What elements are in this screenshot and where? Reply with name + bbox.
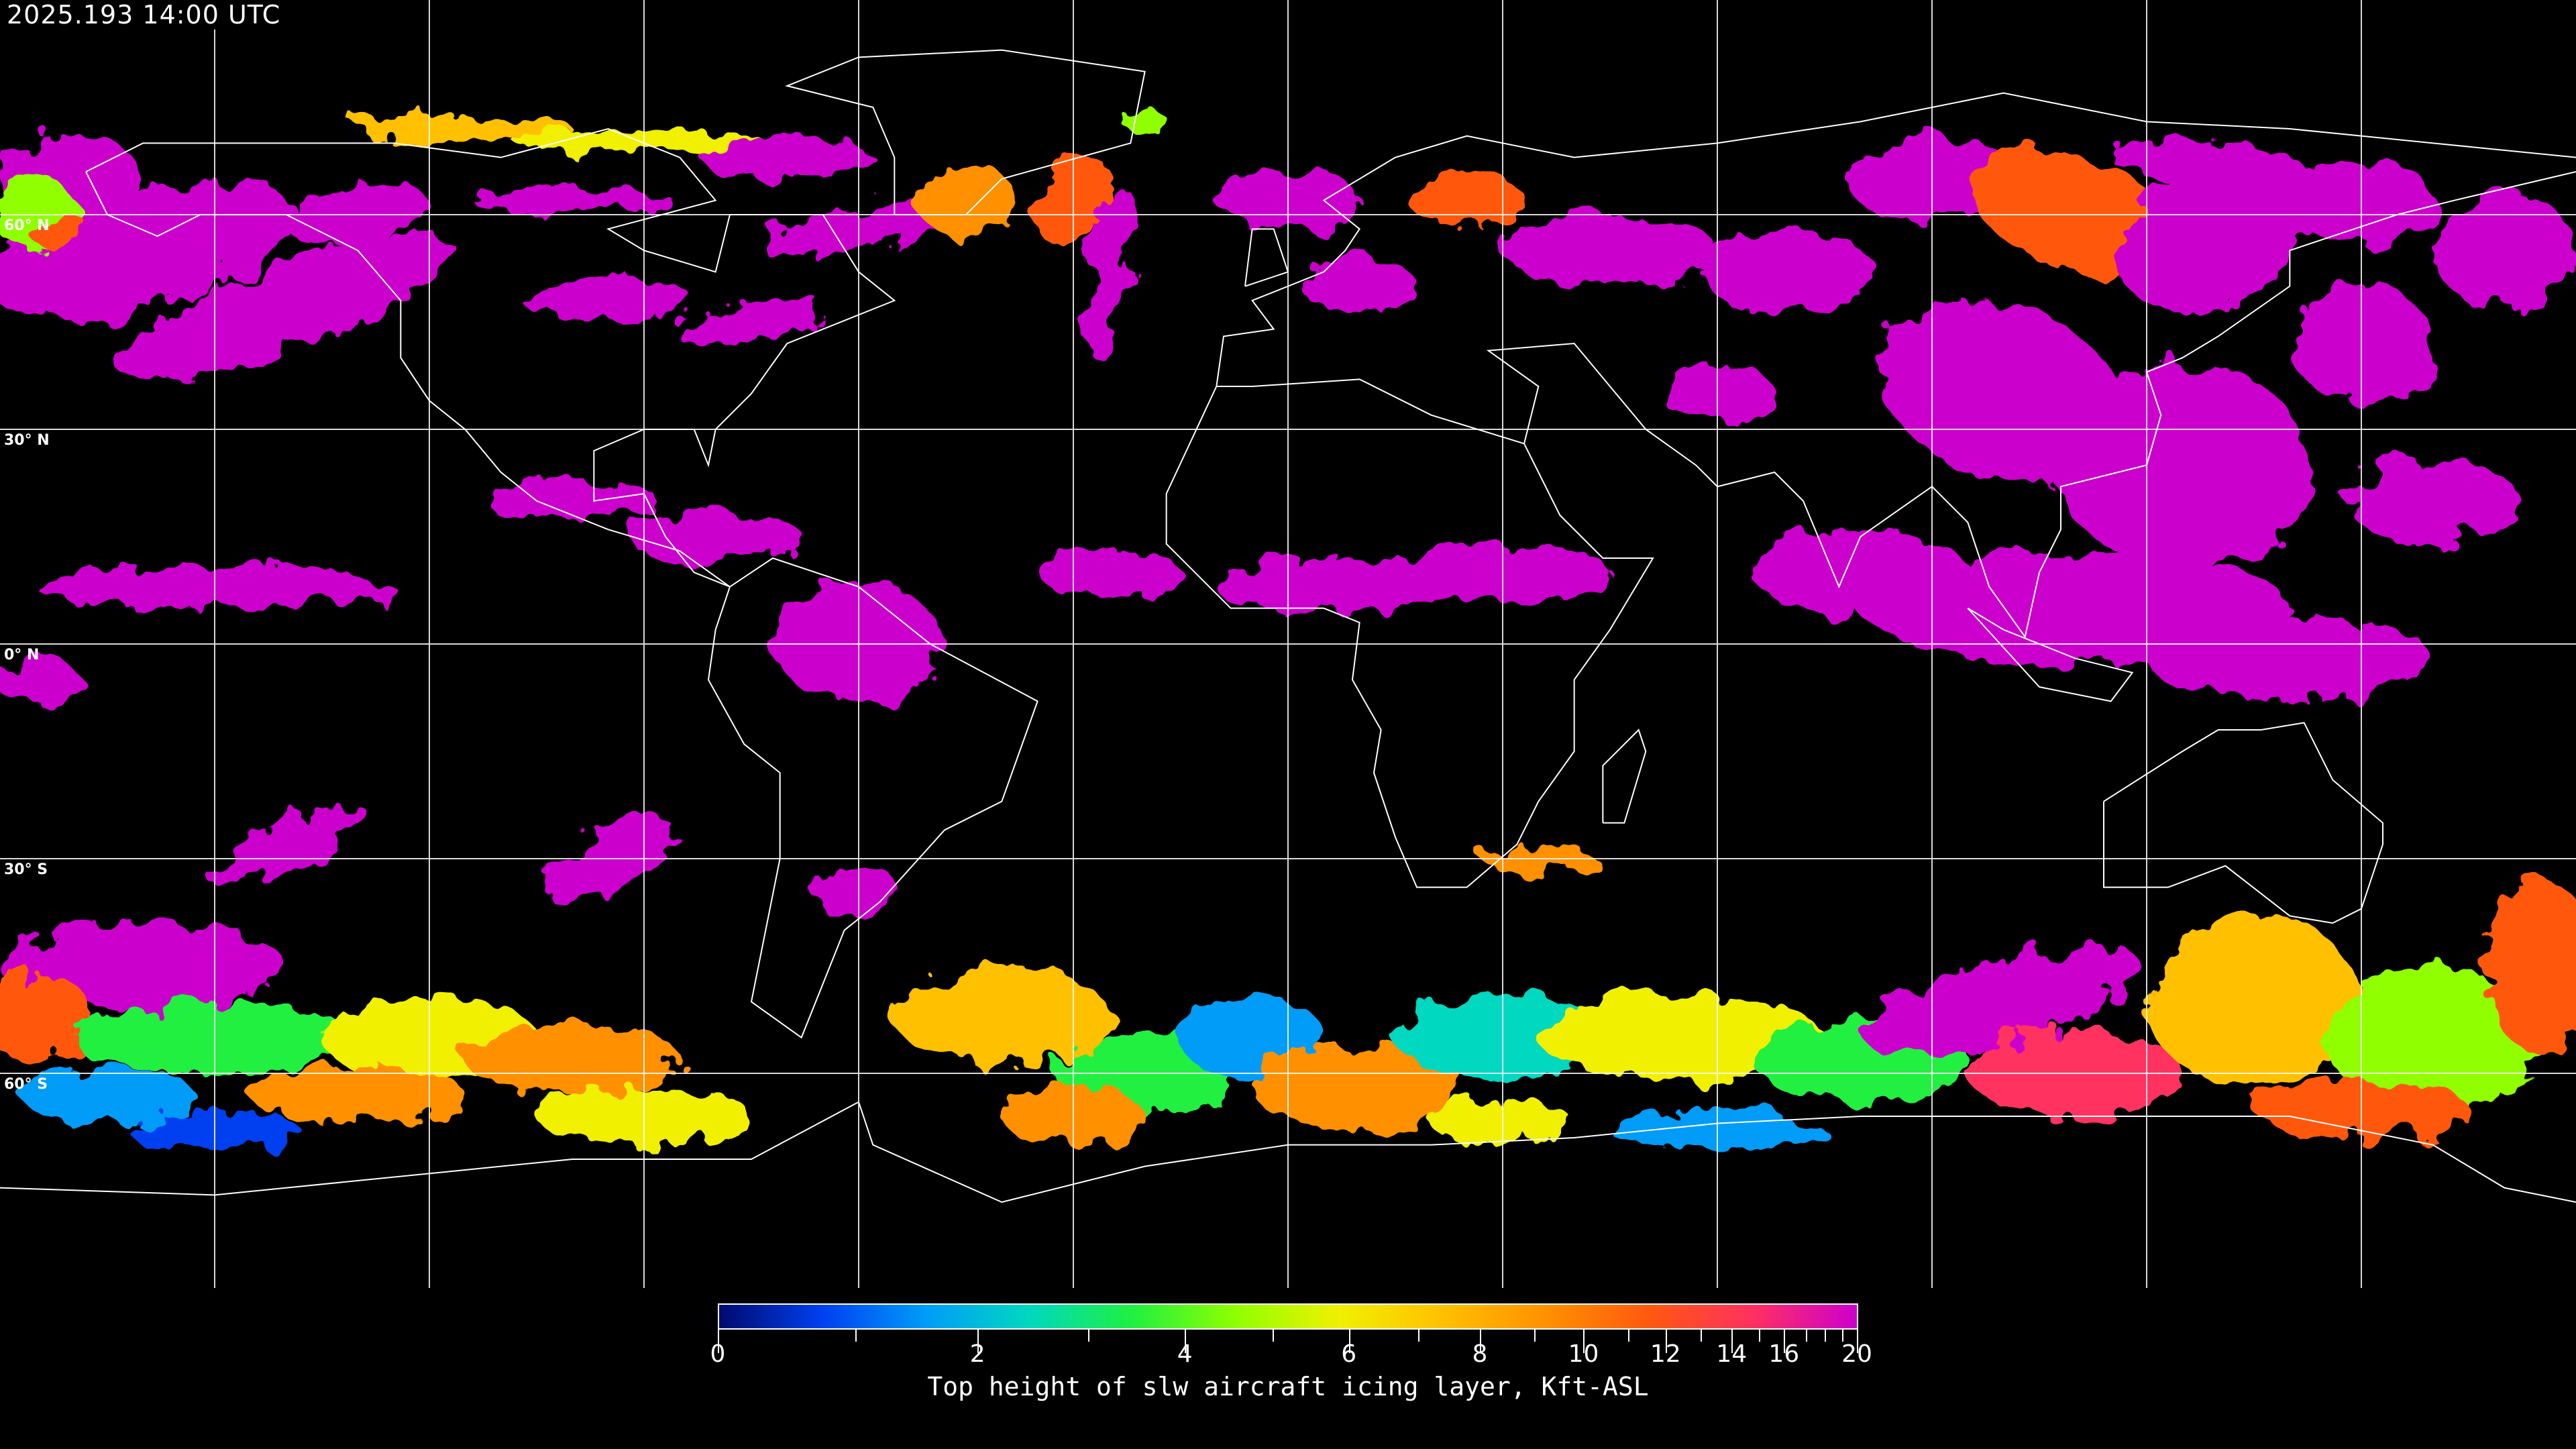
minor-tick bbox=[1272, 1330, 1274, 1342]
coastline bbox=[85, 171, 731, 588]
icing-map bbox=[0, 0, 2576, 1288]
major-tick bbox=[1185, 1330, 1187, 1353]
tick-label: 2 bbox=[969, 1340, 985, 1368]
minor-tick bbox=[855, 1330, 857, 1342]
icing-region bbox=[2347, 458, 2519, 544]
major-tick bbox=[718, 1330, 719, 1353]
icing-region bbox=[117, 234, 455, 381]
icing-region bbox=[2147, 916, 2361, 1088]
coastline bbox=[1486, 171, 2576, 639]
icing-region bbox=[0, 973, 93, 1059]
icing-region bbox=[1252, 1044, 1467, 1131]
icing-region bbox=[2110, 136, 2254, 179]
major-tick bbox=[1479, 1330, 1481, 1353]
icing-region bbox=[465, 1023, 680, 1095]
tick-label: 0 bbox=[710, 1340, 726, 1368]
minor-tick bbox=[1087, 1330, 1089, 1342]
lat-label: 60° S bbox=[4, 1076, 48, 1093]
icing-region bbox=[1216, 558, 1432, 616]
tick-label: 6 bbox=[1341, 1340, 1357, 1368]
minor-tick bbox=[1825, 1330, 1827, 1342]
major-tick bbox=[1583, 1330, 1585, 1353]
minor-tick bbox=[1627, 1330, 1629, 1342]
icing-region bbox=[916, 164, 1016, 236]
tick-label: 8 bbox=[1472, 1340, 1488, 1368]
coastline bbox=[1602, 729, 1647, 824]
major-tick bbox=[1784, 1330, 1786, 1353]
icing-region bbox=[1037, 551, 1181, 594]
tick-label: 20 bbox=[1841, 1340, 1872, 1368]
tick-label: 14 bbox=[1716, 1340, 1748, 1368]
icing-region bbox=[486, 479, 659, 523]
icing-region bbox=[1753, 529, 1968, 616]
icing-region bbox=[2147, 615, 2433, 702]
lat-label: 30° S bbox=[4, 861, 48, 878]
icing-region bbox=[28, 207, 86, 251]
icing-region bbox=[1703, 229, 1875, 315]
icing-region bbox=[2118, 147, 2318, 311]
icing-region bbox=[21, 1066, 193, 1124]
coastline bbox=[1216, 92, 2576, 387]
icing-region bbox=[472, 186, 673, 215]
icing-region bbox=[2432, 193, 2576, 308]
major-tick bbox=[1665, 1330, 1667, 1353]
major-tick bbox=[1348, 1330, 1350, 1353]
major-tick bbox=[1857, 1330, 1858, 1353]
icing-region bbox=[0, 658, 79, 702]
major-tick bbox=[977, 1330, 979, 1353]
tick-label: 10 bbox=[1568, 1340, 1599, 1368]
minor-tick bbox=[1758, 1330, 1760, 1342]
tick-label: 16 bbox=[1768, 1340, 1800, 1368]
icing-region bbox=[2483, 880, 2576, 1052]
icing-region bbox=[250, 1066, 466, 1124]
timestamp-title: 2025.193 14:00 UTC bbox=[4, 0, 284, 30]
coastline bbox=[785, 49, 1146, 215]
lat-label: 30° N bbox=[4, 432, 50, 449]
coastline bbox=[2103, 722, 2383, 924]
lat-label: 60° N bbox=[4, 217, 50, 234]
icing-region bbox=[1864, 946, 2143, 1058]
icing-region bbox=[207, 803, 365, 886]
major-tick bbox=[1731, 1330, 1733, 1353]
icing-region bbox=[1123, 107, 1167, 136]
icing-region bbox=[629, 508, 802, 566]
minor-tick bbox=[1805, 1330, 1807, 1342]
lat-label: 0° N bbox=[4, 647, 40, 663]
tick-label: 4 bbox=[1177, 1340, 1193, 1368]
icing-region bbox=[1409, 171, 1525, 229]
icing-region bbox=[1503, 215, 1717, 286]
tick-label: 12 bbox=[1650, 1340, 1681, 1368]
icing-region bbox=[358, 114, 573, 144]
icing-region bbox=[1302, 258, 1417, 315]
lat-lon-grid bbox=[0, 0, 2576, 1288]
coastline bbox=[1967, 607, 2134, 702]
icing-region bbox=[2053, 365, 2312, 566]
colorbar bbox=[718, 1303, 1858, 1330]
minor-tick bbox=[1841, 1330, 1843, 1342]
colorbar-ticks: 0 2 4 6 8 10 12 14 16 20 bbox=[710, 1330, 1872, 1370]
minor-tick bbox=[1418, 1330, 1420, 1342]
coastline bbox=[1244, 228, 1289, 287]
colorbar-label: Top height of slw aircraft icing layer, … bbox=[927, 1372, 1649, 1401]
icing-region bbox=[522, 279, 694, 322]
icing-region bbox=[682, 294, 821, 350]
coastline bbox=[0, 1101, 2576, 1203]
icing-region bbox=[701, 136, 873, 179]
minor-tick bbox=[1701, 1330, 1703, 1342]
icing-region bbox=[0, 181, 297, 319]
icing-region bbox=[894, 966, 1110, 1067]
minor-tick bbox=[1534, 1330, 1536, 1342]
icing-region bbox=[1083, 187, 1135, 357]
